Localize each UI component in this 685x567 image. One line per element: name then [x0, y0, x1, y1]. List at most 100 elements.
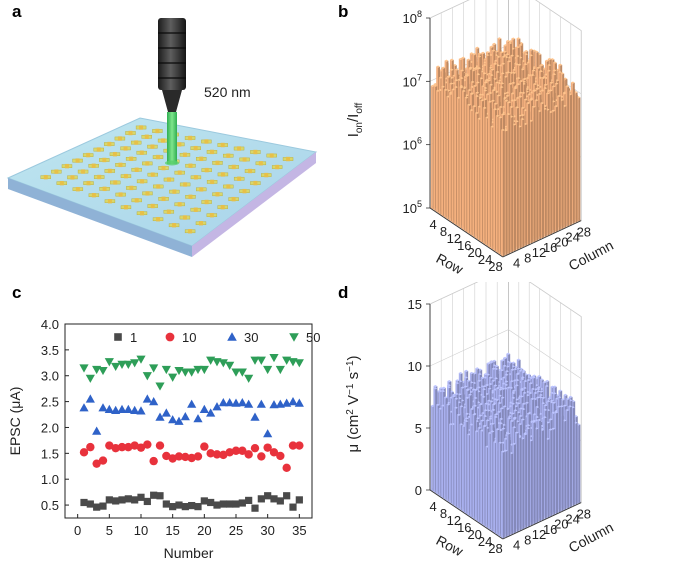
bar-face-top [496, 55, 501, 58]
bar-face-top [510, 380, 514, 383]
bar-face-side [570, 94, 572, 226]
bar-face-top [480, 99, 484, 102]
bar-face-top [520, 114, 525, 117]
bar-face-front [475, 112, 477, 240]
bar-face-top [531, 105, 536, 108]
bar-face-top [490, 68, 495, 71]
bar-face-top [494, 367, 499, 370]
z-tick-label: 105 [403, 199, 422, 216]
bar-face-top [527, 373, 531, 376]
z-tick-label: 107 [403, 72, 422, 89]
bar-face-front [456, 97, 459, 227]
device-channel [226, 153, 231, 158]
bar-face-front [433, 85, 436, 212]
bar-face-top [500, 369, 504, 372]
bar-face-top [516, 83, 521, 86]
bar-face-top [537, 92, 542, 96]
bar-face-top [519, 367, 524, 370]
data-point [162, 500, 170, 508]
bar-face-top [516, 45, 520, 49]
device-channel [210, 179, 215, 185]
bar-face-top [521, 376, 525, 379]
bar-face-top [529, 98, 533, 101]
device-channel [145, 191, 150, 196]
panel-label-d: d [338, 283, 349, 302]
bar-face-top [515, 106, 519, 109]
y-tick-label: 0.5 [41, 498, 59, 513]
data-point [219, 500, 227, 508]
data-point [199, 365, 209, 375]
bar-face-top [436, 65, 440, 68]
bar-face-top [545, 384, 549, 388]
device-channel [113, 180, 118, 185]
substrate-top [6, 117, 318, 247]
data-point [130, 359, 140, 368]
bar-face-top [521, 106, 525, 109]
bar-face-top [472, 372, 477, 375]
bar-face-top [500, 359, 505, 362]
legend: 1 10 30 50 [114, 330, 320, 345]
data-point [142, 372, 152, 381]
series-30 [79, 394, 304, 438]
bar-face-side [561, 100, 564, 230]
bar-face-top [511, 361, 516, 364]
data-point [85, 394, 95, 403]
bar-face-top [543, 86, 548, 90]
bar-face-top [512, 71, 516, 74]
bar-face-top [563, 393, 568, 396]
data-point [131, 496, 139, 504]
bar-face-top [465, 74, 470, 77]
data-point [282, 463, 291, 473]
bar-face-top [485, 54, 490, 57]
device-channel [128, 130, 133, 136]
data-point [231, 446, 241, 455]
data-point [80, 498, 88, 507]
data-point [295, 496, 303, 504]
bar-face-front [498, 117, 501, 255]
bar-face-top [516, 77, 521, 80]
device-channel [107, 141, 112, 147]
bar-face-top [462, 89, 466, 93]
bar-face-front [469, 109, 472, 236]
device-channel [150, 144, 155, 149]
wavelength-label: 520 nm [204, 84, 251, 100]
bar-face-top [528, 392, 533, 395]
x-tick-label: 0 [74, 523, 81, 538]
bar-face-top [504, 56, 509, 59]
data-point [105, 441, 114, 450]
data-point [136, 443, 146, 452]
bar-face-top [443, 88, 448, 91]
data-point [123, 360, 133, 369]
bar-face-top [523, 98, 528, 101]
data-point [149, 364, 159, 373]
bar-face-top [489, 83, 493, 86]
device-channel [220, 172, 225, 177]
bar-face-top [509, 71, 514, 74]
device-array [40, 125, 294, 234]
bar-face-top [503, 129, 508, 132]
substrate-side-front [8, 178, 192, 257]
device-channel [193, 145, 198, 151]
bar-face-side [564, 106, 567, 228]
data-point [218, 398, 228, 407]
bar-face-top [486, 79, 491, 82]
bar-face-top [449, 82, 454, 85]
bar-face-top [506, 113, 511, 116]
bar-face-top [540, 378, 544, 381]
bar-face-top [475, 91, 480, 94]
bar-face-top [492, 359, 497, 362]
data-point [257, 495, 265, 503]
bar-face-side [525, 124, 528, 247]
data-point [238, 446, 247, 455]
bar-face-top [501, 387, 505, 390]
bar-face-top [493, 102, 498, 105]
bar-face-top [565, 85, 570, 88]
data-point [193, 414, 203, 423]
data-point [232, 500, 240, 508]
row-tick-label: 20 [467, 245, 481, 260]
data-point [237, 398, 247, 407]
data-point [124, 495, 132, 503]
device-channel [166, 177, 171, 182]
data-point [187, 368, 197, 377]
bar-face-top [441, 85, 445, 88]
